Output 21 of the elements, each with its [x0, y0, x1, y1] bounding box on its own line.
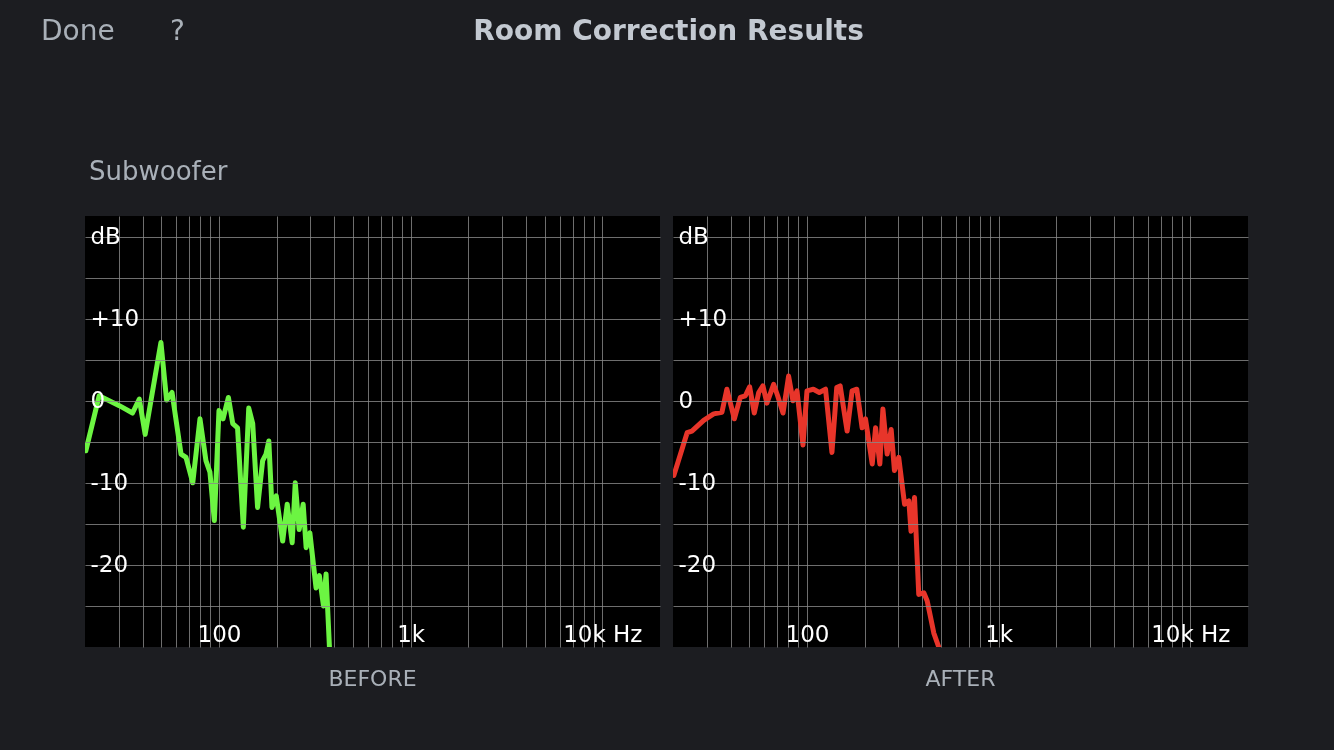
y-tick-label: -10: [90, 469, 129, 496]
x-tick-label: 10k Hz: [1151, 620, 1231, 647]
text: ?: [170, 14, 185, 47]
x-tick-label: 100: [197, 620, 242, 647]
y-tick-label: 0: [678, 387, 694, 414]
y-tick-label: -20: [678, 551, 717, 578]
x-tick-label: 1k: [985, 620, 1014, 647]
y-tick-label: -10: [678, 469, 717, 496]
text: BEFORE: [328, 666, 417, 691]
text: AFTER: [925, 666, 996, 691]
x-tick-label: 100: [785, 620, 830, 647]
y-tick-label: +10: [678, 305, 728, 332]
x-tick-label: 1k: [397, 620, 426, 647]
y-tick-label: +10: [90, 305, 140, 332]
y-tick-label: -20: [90, 551, 129, 578]
text: Subwoofer: [89, 156, 228, 186]
y-tick-label: dB: [678, 223, 709, 250]
text: Done: [41, 14, 115, 47]
y-tick-label: dB: [90, 223, 121, 250]
text: Room Correction Results: [473, 14, 864, 47]
x-tick-label: 10k Hz: [563, 620, 643, 647]
